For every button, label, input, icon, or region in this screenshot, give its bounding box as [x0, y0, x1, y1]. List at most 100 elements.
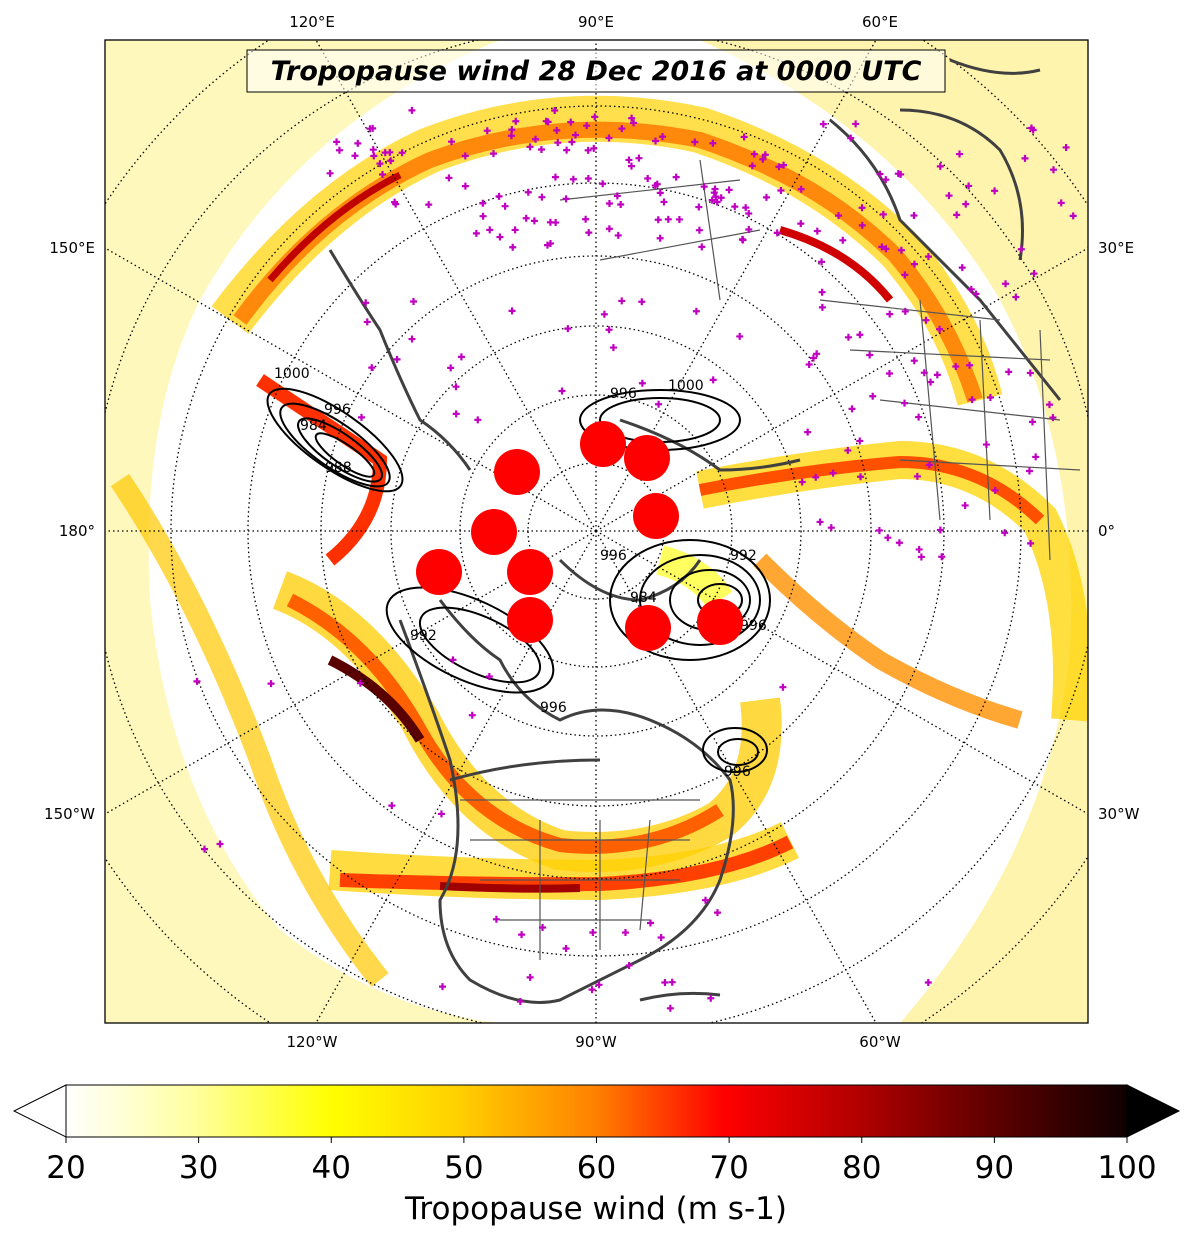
station-marker: [886, 310, 894, 318]
station-marker: [508, 307, 516, 315]
station-marker: [709, 376, 717, 384]
station-marker: [708, 196, 716, 204]
station-marker: [759, 155, 767, 163]
station-marker: [713, 909, 721, 917]
station-marker: [625, 961, 633, 969]
station-marker: [901, 399, 909, 407]
station-marker: [489, 150, 497, 158]
station-marker: [952, 363, 960, 371]
station-marker: [1002, 280, 1010, 288]
station-marker: [630, 119, 638, 127]
station-marker: [692, 307, 700, 315]
station-marker: [827, 524, 835, 532]
contour-label: 992: [730, 548, 757, 564]
station-marker: [915, 413, 923, 421]
station-marker: [486, 226, 494, 234]
station-marker: [530, 217, 538, 225]
station-marker: [962, 200, 970, 208]
station-marker: [449, 656, 457, 664]
station-marker: [391, 198, 399, 206]
station-marker: [844, 446, 852, 454]
station-marker: [563, 146, 571, 154]
station-marker: [936, 325, 944, 333]
station-marker: [876, 170, 884, 178]
station-marker: [818, 288, 826, 296]
station-marker: [1026, 369, 1034, 377]
station-marker: [647, 919, 655, 927]
station-marker: [664, 215, 672, 223]
station-marker: [354, 139, 362, 147]
station-marker: [927, 378, 935, 386]
station-marker: [516, 997, 524, 1005]
station-marker: [835, 212, 843, 220]
station-marker: [1057, 199, 1065, 207]
station-marker: [924, 978, 932, 986]
station-marker: [461, 182, 469, 190]
station-marker: [779, 683, 787, 691]
station-marker: [1045, 401, 1053, 409]
station-marker: [675, 215, 683, 223]
colorbar-label: Tropopause wind (m s-1): [404, 1191, 787, 1227]
station-marker: [775, 163, 783, 171]
pressure-contours: [266, 387, 771, 773]
station-marker: [661, 979, 669, 987]
station-marker: [1049, 166, 1057, 174]
colorbar-tick-label: 70: [709, 1150, 748, 1186]
station-marker: [326, 169, 334, 177]
longitude-labels: 120°E 90°E 60°E 120°W 90°W 60°W 150°E 18…: [44, 13, 1140, 1051]
station-marker: [936, 162, 944, 170]
station-marker: [910, 260, 918, 268]
station-marker: [1049, 414, 1057, 422]
station-marker: [583, 122, 591, 130]
station-marker: [333, 138, 341, 146]
station-marker: [656, 234, 664, 242]
station-marker: [614, 231, 622, 239]
station-marker: [509, 243, 517, 251]
station-marker: [526, 973, 534, 981]
station-marker: [618, 125, 626, 133]
station-marker: [562, 195, 570, 203]
station-marker: [731, 203, 739, 211]
station-marker: [638, 379, 646, 387]
contour-label: 984: [630, 590, 657, 606]
coastlines: [328, 58, 1062, 1004]
colorbar-tick-label: 100: [1097, 1150, 1156, 1186]
station-marker: [447, 364, 455, 372]
station-marker: [884, 534, 892, 542]
station-marker: [378, 171, 386, 179]
station-marker: [882, 176, 890, 184]
station-marker: [635, 154, 643, 162]
colorbar-ticks: 20 30 40 50 60 70 80 90 100: [46, 1137, 1157, 1186]
station-marker: [707, 994, 715, 1002]
feature-marker: [625, 605, 671, 651]
station-marker: [638, 298, 646, 306]
station-marker: [437, 810, 445, 818]
station-marker: [362, 299, 370, 307]
contour-label: 996: [724, 764, 751, 780]
station-marker: [740, 133, 748, 141]
lon-label: 0°: [1098, 522, 1115, 540]
colorbar-gradient: [66, 1085, 1127, 1137]
station-marker: [609, 344, 617, 352]
station-marker: [496, 233, 504, 241]
colorbar-tick-label: 30: [179, 1150, 218, 1186]
station-marker: [654, 216, 662, 224]
station-marker: [953, 211, 961, 219]
station-marker: [691, 138, 699, 146]
station-marker: [839, 236, 847, 244]
station-marker: [856, 331, 864, 339]
station-marker: [526, 143, 534, 151]
station-marker: [882, 245, 890, 253]
station-marker: [961, 501, 969, 509]
colorbar-tick-label: 40: [312, 1150, 351, 1186]
station-marker: [644, 174, 652, 182]
station-marker: [605, 326, 613, 334]
colorbar-extend-max: [1126, 1084, 1181, 1138]
feature-markers: [416, 421, 743, 651]
station-marker: [452, 383, 460, 391]
station-marker: [869, 392, 877, 400]
station-marker: [585, 229, 593, 237]
station-marker: [1021, 154, 1029, 162]
station-marker: [1027, 539, 1035, 547]
station-marker: [569, 175, 577, 183]
